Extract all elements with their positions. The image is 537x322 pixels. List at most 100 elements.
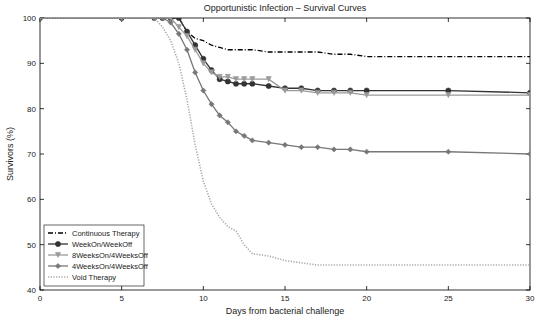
legend: Continuous Therapy WeekOn/WeekOff 8WeeksOn… <box>44 225 149 286</box>
series-line <box>40 18 530 154</box>
series-marker <box>315 90 320 95</box>
x-tick-label: 30 <box>526 294 535 303</box>
series-marker <box>348 90 353 95</box>
plot-frame <box>40 18 530 290</box>
x-tick <box>448 286 449 290</box>
legend-label: 4WeeksOn/4WeeksOff <box>72 262 149 271</box>
series-marker <box>364 92 369 97</box>
y-tick <box>40 290 44 291</box>
x-tick-label: 10 <box>199 294 208 303</box>
series-marker <box>315 145 320 150</box>
legend-label: Continuous Therapy <box>72 229 140 238</box>
series-marker <box>176 24 181 29</box>
x-tick-label: 15 <box>281 294 290 303</box>
series-marker <box>225 120 230 125</box>
series-marker <box>527 92 530 97</box>
x-tick <box>530 18 531 22</box>
legend-swatch <box>48 232 68 233</box>
x-tick-label: 20 <box>362 294 371 303</box>
legend-label: WeekOn/WeekOff <box>72 240 133 249</box>
series-marker <box>233 129 238 134</box>
series-marker <box>176 31 181 36</box>
x-tick-label: 25 <box>444 294 453 303</box>
series-marker <box>282 142 287 147</box>
y-tick <box>40 199 44 200</box>
y-tick <box>526 108 530 109</box>
y-tick-label: 50 <box>27 241 36 250</box>
x-tick <box>366 18 367 22</box>
series-marker <box>266 77 271 82</box>
series-marker <box>184 47 189 52</box>
y-tick-label: 90 <box>27 59 36 68</box>
series-marker <box>250 138 255 143</box>
x-tick-label: 5 <box>119 294 124 303</box>
series-marker <box>209 70 214 75</box>
y-tick-label: 80 <box>27 105 36 114</box>
chart: Opportunistic Infection – Survival Curve… <box>0 0 537 322</box>
series-marker <box>242 77 247 82</box>
legend-swatch <box>48 276 68 277</box>
series-marker <box>331 147 336 152</box>
series-marker <box>209 102 214 107</box>
y-tick-label: 60 <box>27 195 36 204</box>
y-tick <box>40 63 44 64</box>
series-marker <box>331 90 336 95</box>
series-marker <box>184 34 189 39</box>
x-tick <box>40 286 41 290</box>
series-marker <box>266 140 271 145</box>
series-marker <box>217 74 222 79</box>
series-marker <box>250 77 255 82</box>
series-marker <box>446 92 451 97</box>
series-line <box>40 18 530 57</box>
y-tick-label: 70 <box>27 150 36 159</box>
series-marker <box>160 18 165 21</box>
series-marker <box>201 61 206 66</box>
y-tick <box>526 290 530 291</box>
legend-marker <box>55 241 60 246</box>
series-line <box>40 18 530 93</box>
series-marker <box>217 113 222 118</box>
y-tick <box>40 244 44 245</box>
y-tick <box>526 18 530 19</box>
series-marker <box>299 145 304 150</box>
series-marker <box>193 47 198 52</box>
series-marker <box>282 88 287 93</box>
y-tick <box>526 63 530 64</box>
series-line <box>40 18 530 95</box>
x-axis-label: Days from bacterial challenge <box>226 306 345 316</box>
x-tick-label: 0 <box>38 294 43 303</box>
series-marker <box>233 77 238 82</box>
legend-label: Void Therapy <box>72 273 116 282</box>
y-tick-label: 40 <box>27 286 36 295</box>
series-marker <box>348 147 353 152</box>
x-tick <box>530 286 531 290</box>
legend-marker <box>55 263 60 268</box>
legend-label: 8WeeksOn/4WeeksOff <box>72 251 149 260</box>
y-tick <box>40 154 44 155</box>
series-marker <box>364 149 369 154</box>
y-tick <box>526 199 530 200</box>
series-marker <box>266 83 271 88</box>
x-tick <box>285 286 286 290</box>
x-tick <box>203 18 204 22</box>
series-marker <box>176 18 181 21</box>
series-marker <box>168 20 173 25</box>
y-tick <box>40 108 44 109</box>
x-tick <box>448 18 449 22</box>
series-marker <box>225 74 230 79</box>
series-marker <box>193 70 198 75</box>
x-tick <box>285 18 286 22</box>
y-axis-label: Survivors (%) <box>5 127 15 181</box>
series-marker <box>446 149 451 154</box>
y-tick-label: 100 <box>23 14 37 23</box>
series-marker <box>527 151 530 156</box>
series-marker <box>201 88 206 93</box>
x-tick <box>121 286 122 290</box>
series-marker <box>242 133 247 138</box>
x-tick <box>366 286 367 290</box>
title: Opportunistic Infection – Survival Curve… <box>204 3 367 13</box>
series-marker <box>299 88 304 93</box>
legend-marker <box>55 252 60 257</box>
y-tick <box>526 244 530 245</box>
x-tick <box>203 286 204 290</box>
